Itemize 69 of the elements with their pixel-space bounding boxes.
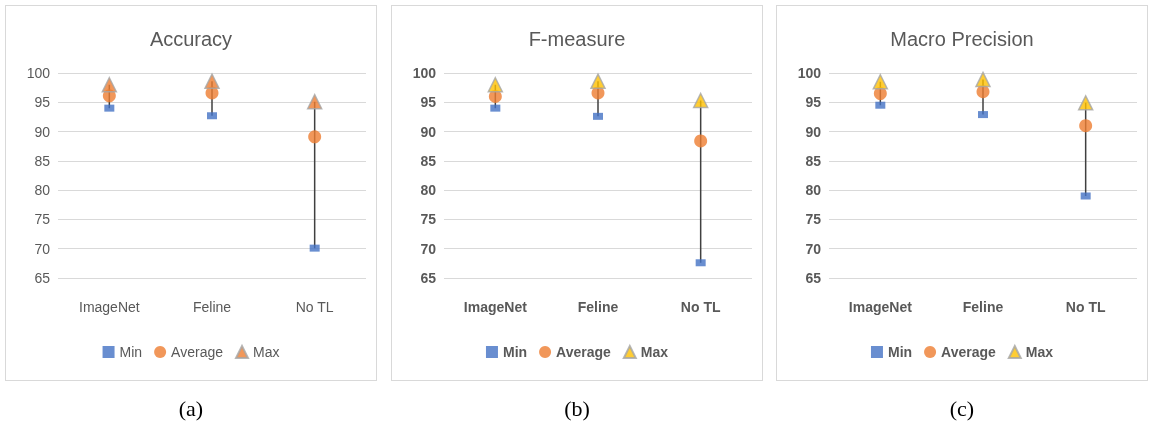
y-tick-label: 75 xyxy=(34,211,51,228)
y-tick-label: 90 xyxy=(34,123,51,140)
y-tick-label: 85 xyxy=(34,152,51,169)
legend-label: Max xyxy=(1025,344,1054,360)
point xyxy=(1077,95,1094,111)
legend-label: Average xyxy=(556,344,612,360)
point xyxy=(308,130,322,144)
y-tick-label: 80 xyxy=(420,182,437,199)
point xyxy=(975,71,991,88)
point xyxy=(487,76,504,93)
y-tick-label: 65 xyxy=(34,270,51,286)
y-tick-label: 85 xyxy=(805,152,822,169)
point xyxy=(590,73,606,89)
y-tick-label: 75 xyxy=(420,211,437,228)
y-tick-label: 85 xyxy=(420,152,437,169)
point xyxy=(1079,119,1093,133)
point xyxy=(978,111,988,119)
point xyxy=(695,259,706,267)
legend-label: Min xyxy=(502,344,528,360)
y-tick-label: 65 xyxy=(805,270,822,286)
y-tick-label: 95 xyxy=(805,94,822,111)
point xyxy=(490,104,501,112)
y-tick-label: 90 xyxy=(420,123,437,140)
x-tick-label: Feline xyxy=(962,299,1004,315)
y-tick-label: 70 xyxy=(805,240,822,257)
y-tick-label: 95 xyxy=(420,94,437,111)
legend-label: Max xyxy=(253,344,280,360)
point xyxy=(204,73,220,89)
y-tick-label: 70 xyxy=(34,240,51,257)
x-tick-label: No TL xyxy=(295,299,334,315)
y-tick-label: 80 xyxy=(34,182,51,199)
point xyxy=(692,92,709,109)
point xyxy=(309,244,320,252)
y-tick-label: 70 xyxy=(420,240,437,257)
y-tick-label: 100 xyxy=(797,65,822,81)
y-tick-label: 90 xyxy=(805,123,822,140)
legend-label: Min xyxy=(119,344,143,360)
x-tick-label: ImageNet xyxy=(463,299,528,315)
point xyxy=(104,104,115,112)
x-tick-label: No TL xyxy=(680,299,721,315)
y-tick-label: 80 xyxy=(805,182,822,199)
y-tick-label: 65 xyxy=(420,270,437,286)
chart-title: Macro Precision xyxy=(890,28,1034,50)
point xyxy=(875,101,886,109)
x-tick-label: No TL xyxy=(1065,299,1106,315)
point xyxy=(1080,192,1091,200)
point xyxy=(207,112,217,120)
point xyxy=(872,74,889,90)
legend-label: Average xyxy=(941,344,997,360)
x-tick-label: Feline xyxy=(192,299,232,315)
chart-title: Accuracy xyxy=(149,28,233,50)
x-tick-label: Feline xyxy=(577,299,619,315)
y-tick-label: 100 xyxy=(26,65,51,81)
text: (c) xyxy=(948,396,976,422)
text: (a) xyxy=(177,396,205,422)
point xyxy=(593,112,603,120)
y-tick-label: 75 xyxy=(805,211,822,228)
legend-label: Max xyxy=(640,344,669,360)
x-tick-label: ImageNet xyxy=(848,299,913,315)
point xyxy=(306,93,323,110)
text: (b) xyxy=(563,396,591,422)
chart-title: F-measure xyxy=(528,28,626,50)
y-tick-label: 100 xyxy=(412,65,437,81)
point xyxy=(101,76,118,93)
y-tick-label: 95 xyxy=(34,94,51,111)
x-tick-label: ImageNet xyxy=(78,299,140,315)
legend-label: Average xyxy=(171,344,224,360)
legend-label: Min xyxy=(887,344,913,360)
point xyxy=(694,134,708,148)
